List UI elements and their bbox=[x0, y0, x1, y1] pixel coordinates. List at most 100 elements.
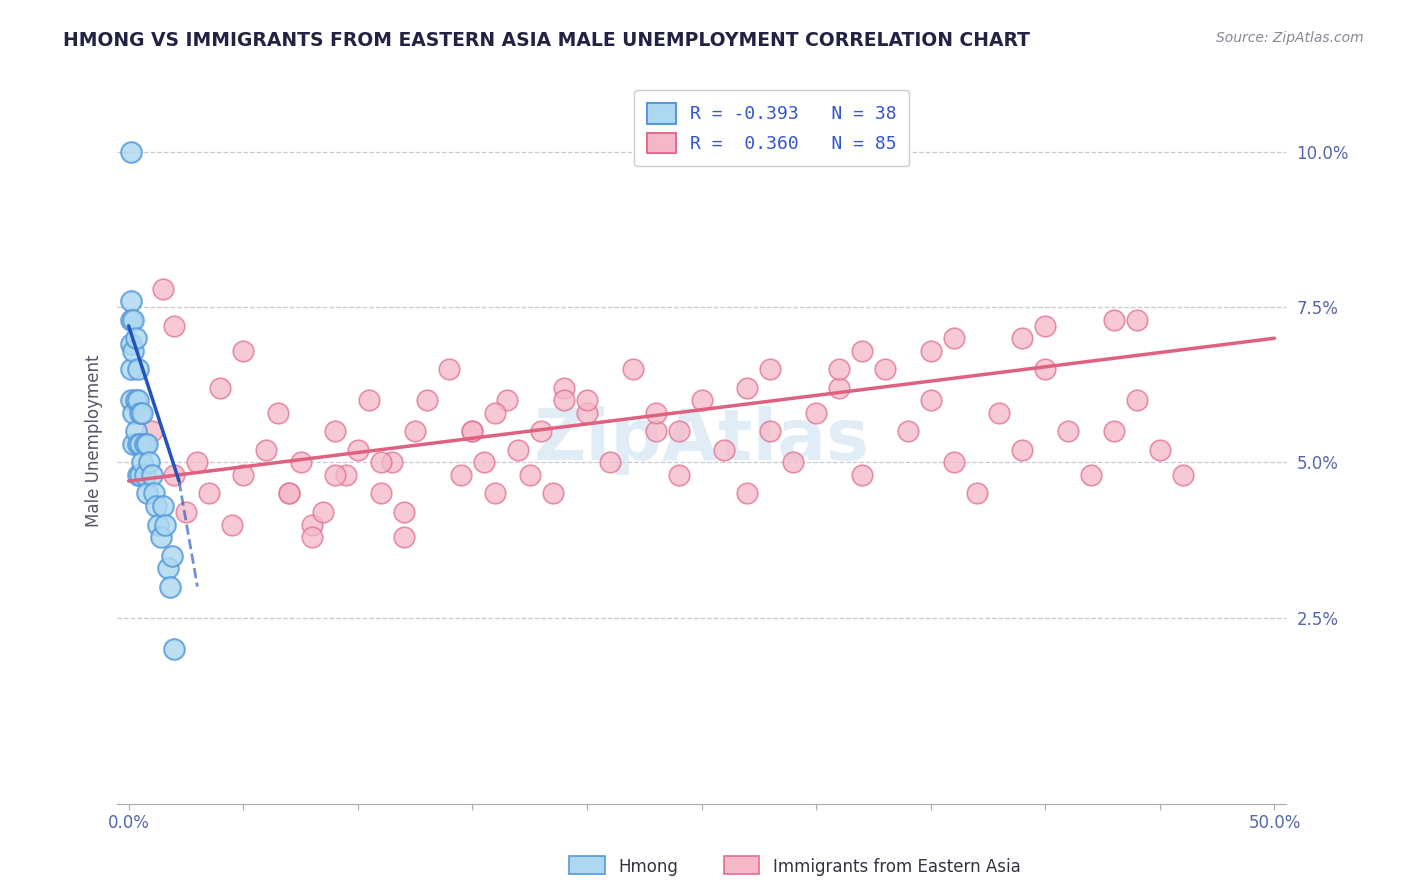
Point bbox=[221, 517, 243, 532]
Point bbox=[404, 425, 426, 439]
Point bbox=[160, 549, 183, 563]
Point bbox=[290, 455, 312, 469]
Point bbox=[450, 467, 472, 482]
Text: Immigrants from Eastern Asia: Immigrants from Eastern Asia bbox=[773, 858, 1021, 876]
Point bbox=[737, 486, 759, 500]
Point bbox=[232, 343, 254, 358]
Point bbox=[988, 406, 1011, 420]
Point bbox=[541, 486, 564, 500]
Point bbox=[266, 406, 288, 420]
Point bbox=[134, 467, 156, 482]
Point bbox=[138, 455, 160, 469]
Point bbox=[370, 486, 392, 500]
Point bbox=[920, 393, 942, 408]
Point bbox=[1126, 393, 1149, 408]
Point bbox=[1011, 331, 1033, 345]
Point bbox=[209, 381, 232, 395]
Point bbox=[145, 499, 167, 513]
Point bbox=[124, 393, 146, 408]
Point bbox=[335, 467, 357, 482]
Point bbox=[553, 393, 575, 408]
Point bbox=[1011, 443, 1033, 458]
Point bbox=[461, 425, 484, 439]
Point bbox=[508, 443, 530, 458]
Point bbox=[495, 393, 517, 408]
Point bbox=[828, 381, 851, 395]
Point bbox=[131, 406, 153, 420]
Point bbox=[131, 455, 153, 469]
Point bbox=[392, 505, 415, 519]
Point bbox=[323, 425, 346, 439]
Point bbox=[152, 499, 174, 513]
Point bbox=[254, 443, 277, 458]
Point bbox=[232, 467, 254, 482]
Point bbox=[346, 443, 368, 458]
Point bbox=[690, 393, 713, 408]
Point bbox=[156, 561, 179, 575]
Point bbox=[127, 362, 149, 376]
Point bbox=[484, 486, 506, 500]
Point bbox=[1171, 467, 1194, 482]
Point bbox=[141, 425, 163, 439]
Point bbox=[966, 486, 988, 500]
Point bbox=[873, 362, 896, 376]
Point bbox=[120, 293, 142, 308]
Point bbox=[141, 467, 163, 482]
Point bbox=[737, 381, 759, 395]
Point bbox=[163, 641, 186, 656]
Point bbox=[575, 393, 598, 408]
Point bbox=[129, 437, 152, 451]
Point bbox=[136, 486, 159, 500]
Point bbox=[124, 425, 146, 439]
Point bbox=[759, 362, 782, 376]
Point bbox=[575, 406, 598, 420]
Text: Hmong: Hmong bbox=[619, 858, 679, 876]
Point bbox=[186, 455, 208, 469]
Point bbox=[124, 331, 146, 345]
Point bbox=[942, 331, 965, 345]
Point bbox=[1033, 362, 1056, 376]
Point bbox=[174, 505, 197, 519]
Point bbox=[370, 455, 392, 469]
Point bbox=[851, 467, 873, 482]
Point bbox=[163, 318, 186, 333]
Point bbox=[1126, 312, 1149, 326]
Point bbox=[278, 486, 301, 500]
Point bbox=[359, 393, 381, 408]
Point bbox=[472, 455, 495, 469]
Point bbox=[713, 443, 735, 458]
Point bbox=[461, 425, 484, 439]
Point bbox=[120, 337, 142, 351]
Point bbox=[120, 393, 142, 408]
Point bbox=[278, 486, 301, 500]
Point bbox=[530, 425, 553, 439]
Point bbox=[415, 393, 437, 408]
Point bbox=[1080, 467, 1102, 482]
Text: ZipAtlas: ZipAtlas bbox=[533, 406, 869, 475]
Point bbox=[312, 505, 335, 519]
Point bbox=[1033, 318, 1056, 333]
Point bbox=[127, 393, 149, 408]
Point bbox=[759, 425, 782, 439]
Point bbox=[484, 406, 506, 420]
Point bbox=[136, 437, 159, 451]
Point bbox=[129, 467, 152, 482]
Point bbox=[142, 486, 165, 500]
Point bbox=[668, 467, 690, 482]
Point bbox=[148, 517, 170, 532]
Point bbox=[323, 467, 346, 482]
Point bbox=[134, 437, 156, 451]
Point bbox=[519, 467, 541, 482]
Y-axis label: Male Unemployment: Male Unemployment bbox=[86, 354, 103, 527]
Point bbox=[804, 406, 827, 420]
Point bbox=[129, 406, 152, 420]
Point bbox=[851, 343, 873, 358]
Point bbox=[301, 517, 323, 532]
Point bbox=[198, 486, 221, 500]
Point bbox=[1057, 425, 1080, 439]
Point bbox=[1102, 312, 1125, 326]
Point bbox=[122, 312, 145, 326]
Point bbox=[120, 145, 142, 159]
Point bbox=[120, 312, 142, 326]
Point bbox=[127, 467, 149, 482]
